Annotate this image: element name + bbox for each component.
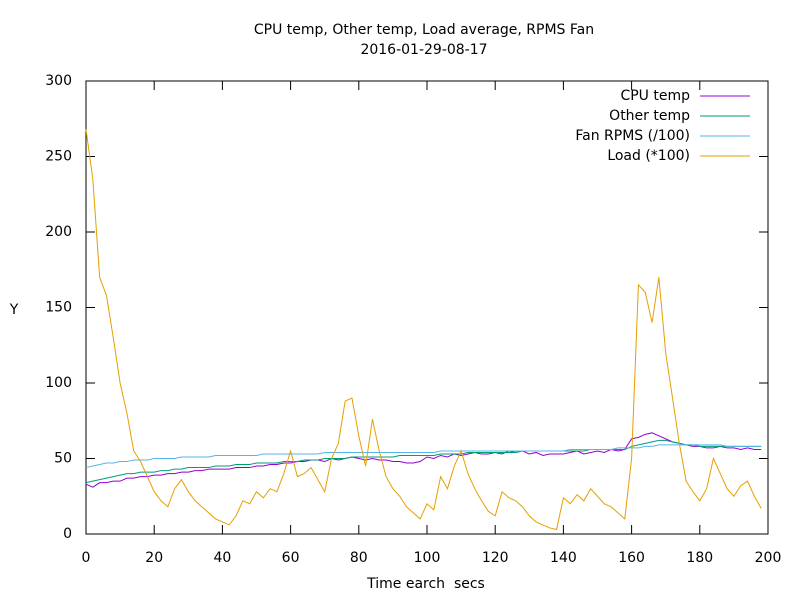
x-tick-label: 80	[350, 550, 368, 566]
legend-label: Other temp	[609, 108, 690, 124]
x-tick-label: 100	[414, 550, 441, 566]
y-tick-label: 50	[54, 451, 72, 467]
x-tick-label: 60	[282, 550, 300, 566]
chart-title: CPU temp, Other temp, Load average, RPMS…	[254, 22, 594, 38]
legend-label: Fan RPMS (/100)	[575, 128, 690, 144]
y-tick-label: 200	[45, 224, 72, 240]
y-tick-label: 300	[45, 73, 72, 89]
x-tick-label: 40	[213, 550, 231, 566]
x-tick-label: 140	[550, 550, 577, 566]
series-line	[85, 432, 762, 488]
x-tick-label: 160	[618, 550, 645, 566]
chart-subtitle: 2016-01-29-08-17	[360, 42, 487, 58]
x-tick-label: 0	[82, 550, 91, 566]
series-line	[85, 444, 762, 469]
y-tick-label: 150	[45, 300, 72, 316]
legend-label: Load (*100)	[607, 148, 690, 164]
y-tick-label: 0	[63, 526, 72, 542]
x-tick-label: 200	[755, 550, 782, 566]
x-tick-label: 20	[145, 550, 163, 566]
series-line	[85, 439, 762, 484]
legend-label: CPU temp	[620, 88, 690, 104]
x-tick-label: 180	[686, 550, 713, 566]
x-tick-label: 120	[482, 550, 509, 566]
series-line	[85, 129, 762, 531]
y-tick-label: 250	[45, 149, 72, 165]
y-axis-label: Y	[9, 302, 19, 318]
x-axis-label: Time earch secs	[366, 576, 485, 592]
y-tick-label: 100	[45, 375, 72, 391]
